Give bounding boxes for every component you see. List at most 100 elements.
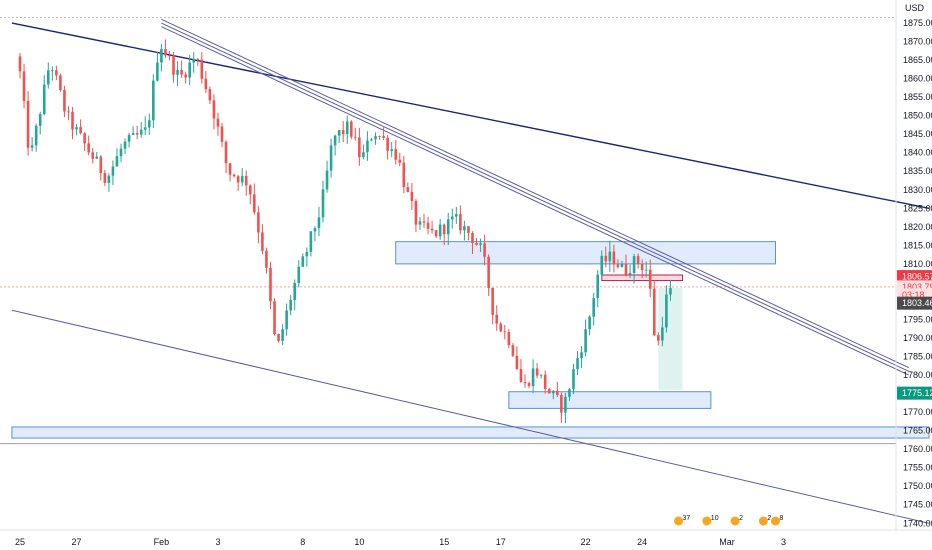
candle-body (527, 383, 531, 386)
x-tick-label: 24 (637, 537, 647, 547)
candle-body (531, 368, 535, 386)
candle-body (438, 224, 442, 237)
candle-body (669, 288, 672, 295)
y-tick-label: 1760.00 (903, 444, 932, 454)
candle-body (111, 166, 115, 176)
x-tick-label: 25 (15, 537, 25, 547)
candle-body (467, 226, 470, 233)
candle-body (192, 59, 196, 63)
price-tag-label: 1806.57 (902, 272, 932, 282)
price-tag-label: 1775.12 (902, 388, 932, 398)
candle-body (418, 221, 422, 225)
trendline (161, 26, 910, 376)
candle-body (325, 170, 329, 190)
currency-label: USD (905, 3, 925, 13)
candle-body (200, 59, 204, 79)
y-tick-label: 1785.00 (903, 352, 932, 362)
price-tag-label: 03:18 (902, 290, 925, 300)
candle-body (180, 70, 183, 75)
y-tick-label: 1780.00 (903, 370, 932, 380)
candle-body (519, 368, 523, 383)
candle-body (487, 256, 490, 288)
trendlines-layer (11, 18, 930, 524)
candle-body (30, 145, 34, 148)
x-tick-label: 10 (354, 537, 364, 547)
event-icon (757, 515, 769, 527)
candle-body (414, 201, 418, 225)
candle-body (652, 288, 656, 336)
price-tag (897, 386, 932, 400)
trendline (161, 18, 910, 369)
events-layer: 37 10 2 2 8 (673, 515, 783, 527)
y-tick-label: 1755.00 (903, 463, 932, 473)
x-tick-label: 15 (439, 537, 449, 547)
y-tick-label: 1825.00 (903, 203, 932, 213)
candle-body (547, 388, 551, 394)
candle-body (661, 327, 664, 341)
candle-body (612, 251, 616, 265)
candle-body (115, 156, 119, 167)
candle-body (657, 335, 660, 341)
y-tick-label: 1820.00 (903, 222, 932, 232)
candle-body (293, 282, 297, 300)
candle-body (172, 55, 175, 75)
x-tick-label: 27 (72, 537, 82, 547)
x-tick-label: Feb (154, 537, 170, 547)
candle-body (584, 329, 587, 353)
x-tick-label: 17 (496, 537, 506, 547)
candle-body (95, 156, 99, 159)
candle-body (471, 232, 474, 243)
candle-body (491, 287, 494, 315)
candle-body (337, 130, 341, 136)
candle-body (123, 141, 127, 149)
candle-body (390, 149, 393, 151)
candle-body (204, 78, 208, 90)
y-tick-label: 1790.00 (903, 333, 932, 343)
candle-body (556, 390, 559, 395)
candle-body (176, 70, 179, 75)
trendline (161, 22, 910, 372)
candle-body (572, 369, 575, 390)
candle-body (333, 135, 337, 146)
candle-body (135, 133, 139, 135)
y-tick-label: 1795.00 (903, 314, 932, 324)
candle-body (503, 331, 507, 333)
candle-body (188, 62, 191, 78)
candle-body (616, 264, 620, 267)
candle-body (216, 118, 220, 127)
candle-body (147, 120, 151, 128)
candle-body (317, 217, 321, 229)
y-tick-label: 1815.00 (903, 240, 932, 250)
candle-body (507, 332, 511, 346)
candle-body (184, 74, 187, 78)
y-tick-label: 1860.00 (903, 74, 932, 84)
candle-body (374, 136, 377, 140)
candle-body (152, 80, 155, 121)
candle-body (600, 255, 604, 275)
y-tick-label: 1830.00 (903, 185, 932, 195)
candle-body (394, 149, 398, 160)
x-tick-label: 3 (215, 537, 220, 547)
candle-body (568, 389, 571, 397)
candle-body (515, 355, 519, 369)
candle-body (329, 145, 333, 171)
event-count: 37 (683, 515, 691, 522)
candle-body (212, 100, 216, 119)
candle-body (382, 136, 385, 138)
time-axis[interactable]: 25 27 Feb 3 8 10 15 17 22 24 Mar 3 (0, 529, 932, 547)
candle-body (636, 256, 640, 264)
event-icon (673, 515, 685, 527)
candle-body (644, 269, 648, 271)
candle-body (289, 299, 292, 311)
candle-body (281, 329, 284, 341)
price-axis[interactable]: USD 1740.00 1745.00 1750.00 1755.00 1760.00 1… (895, 0, 932, 530)
candle-body (63, 90, 66, 112)
x-tick-label: Mar (719, 537, 735, 547)
candle-body (248, 185, 252, 195)
candles-layer (18, 39, 672, 424)
candle-body (358, 137, 361, 158)
candle-body (341, 130, 345, 135)
trendline (11, 309, 930, 524)
